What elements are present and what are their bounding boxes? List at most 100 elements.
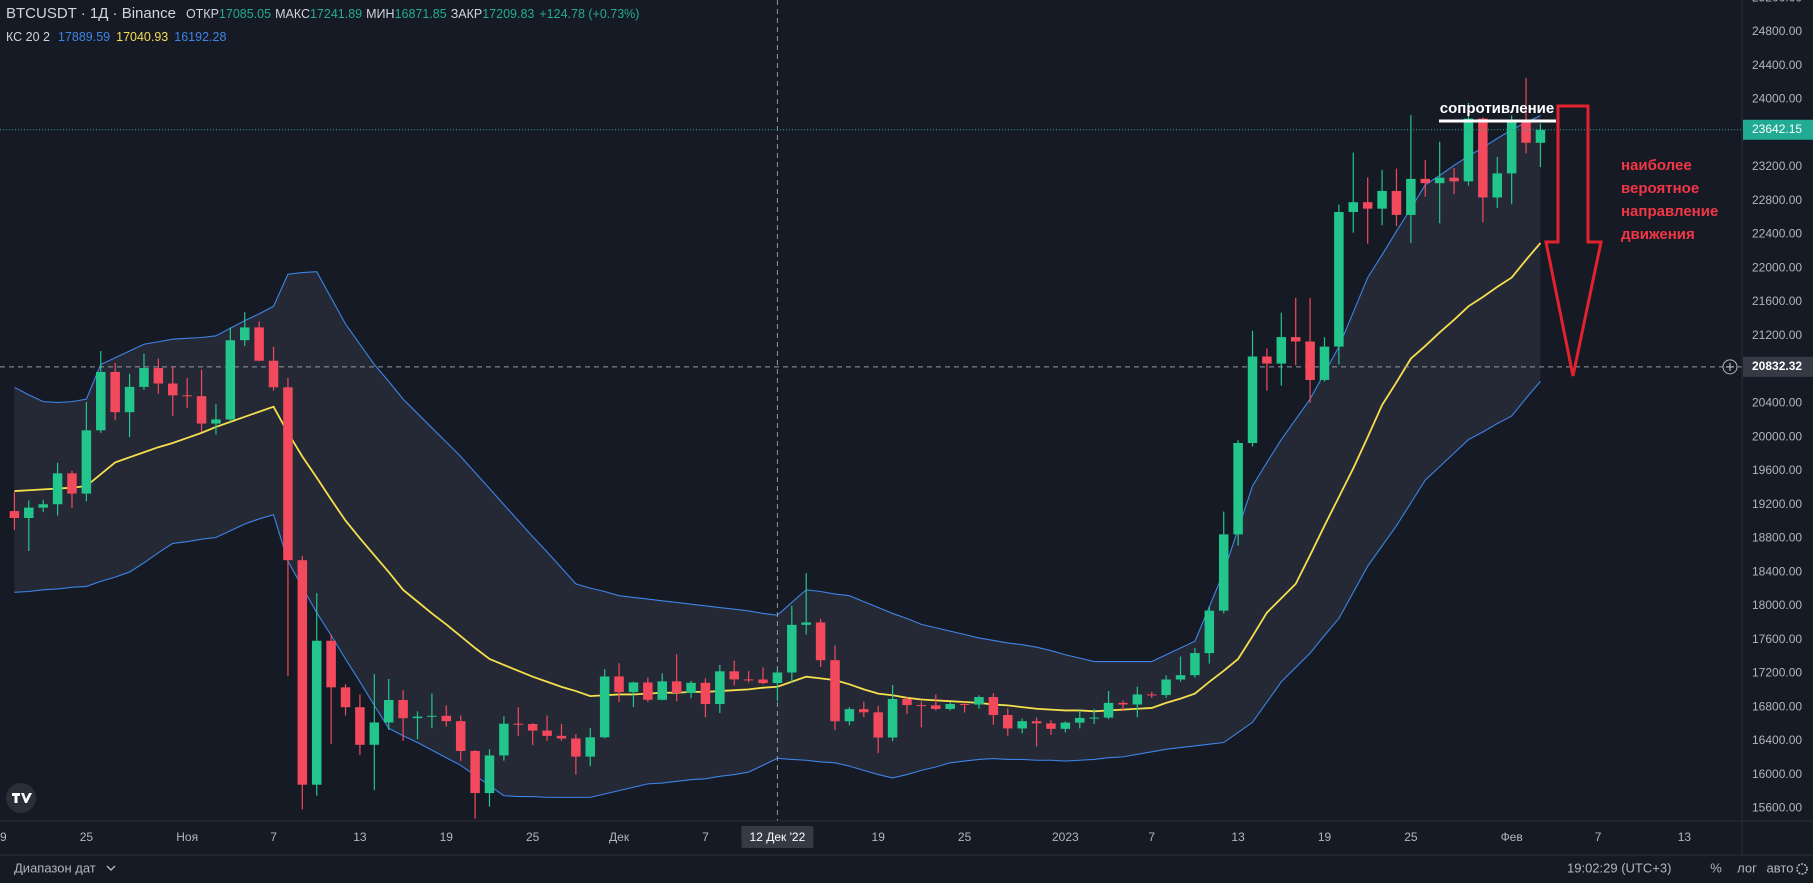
settings-button[interactable]	[1796, 863, 1808, 875]
add-alert-icon	[1726, 362, 1734, 371]
candle-body	[1492, 173, 1503, 198]
candle-body	[1247, 356, 1258, 443]
y-tick-label: 18000.00	[1752, 598, 1802, 612]
candle-body	[1204, 610, 1215, 654]
ohlc-label: ЗАКР	[450, 7, 483, 21]
direction-label: вероятное	[1621, 180, 1699, 197]
percent-button[interactable]: %	[1710, 860, 1722, 875]
candle-body	[1406, 178, 1416, 215]
candle-body	[801, 622, 811, 625]
candle-body	[830, 660, 840, 722]
candle-body	[211, 419, 221, 424]
candle-body	[873, 712, 883, 738]
candle-body	[38, 504, 48, 508]
x-tick-label: 7	[1595, 830, 1602, 844]
candle-body	[412, 716, 423, 719]
candle-body	[1146, 694, 1157, 696]
ohlc-value: 17241.89	[309, 7, 363, 21]
candle-body	[326, 640, 336, 688]
candle-body	[499, 723, 509, 756]
date-range-button[interactable]: Диапазон дат	[14, 860, 96, 875]
candle-body	[24, 507, 34, 518]
candle-body	[297, 560, 308, 785]
candle-body	[1233, 442, 1243, 535]
candle-body	[527, 724, 538, 731]
x-tick-label: 19	[1318, 830, 1332, 844]
y-tick-label: 18400.00	[1752, 564, 1802, 578]
candle-body	[614, 676, 624, 693]
candle-body	[1118, 702, 1128, 705]
candle-body	[772, 672, 783, 684]
y-tick-label: 15600.00	[1752, 801, 1802, 815]
candle-body	[1175, 675, 1186, 680]
candle-body	[902, 698, 912, 706]
candle-body	[225, 340, 236, 420]
crosshair-date-label: 12 Дек '22	[750, 830, 806, 844]
date-range-chevron[interactable]	[106, 865, 116, 871]
crosshair-price-badge	[1743, 356, 1813, 377]
candle-body	[484, 755, 495, 794]
x-tick-label: 25	[526, 830, 540, 844]
candle-body	[1031, 721, 1042, 724]
candle-body	[1334, 212, 1344, 347]
y-tick-label: 24400.00	[1752, 58, 1802, 72]
candle-body	[9, 511, 20, 518]
candle-body	[1362, 202, 1373, 209]
candle-body	[110, 371, 120, 413]
indicator-value: 17040.93	[116, 30, 169, 44]
y-tick-label: 19600.00	[1752, 463, 1802, 477]
plot-area	[0, 0, 1742, 821]
y-tick-label: 24000.00	[1752, 92, 1802, 106]
y-tick-label: 18800.00	[1752, 531, 1802, 545]
x-tick-label: 25	[80, 830, 94, 844]
candle-body	[470, 750, 480, 794]
candle-body	[311, 640, 322, 785]
candle-body	[340, 687, 351, 708]
candle-body	[1305, 341, 1315, 380]
y-tick-label: 16000.00	[1752, 767, 1802, 781]
candle-body	[81, 430, 92, 494]
auto-button[interactable]: авто	[1767, 860, 1794, 875]
log-button[interactable]: лог	[1737, 860, 1757, 875]
y-tick-label: 22800.00	[1752, 193, 1802, 207]
candle-body	[1161, 679, 1171, 696]
candle-body	[398, 700, 408, 719]
direction-arrow	[1544, 104, 1603, 377]
symbol-title: BTCUSDT · 1Д · Binance	[6, 5, 176, 22]
candle-body	[1478, 118, 1488, 198]
candle-body	[1521, 122, 1531, 143]
x-tick-label: Фев	[1501, 830, 1523, 844]
ohlc-value: 17085.05	[218, 7, 272, 21]
ohlc-value: 17209.83	[482, 7, 535, 21]
y-tick-label: 19200.00	[1752, 497, 1802, 511]
candle-body	[1276, 337, 1287, 364]
crosshair-price-label: 20832.32	[1752, 359, 1802, 373]
candle-body	[1348, 202, 1359, 213]
candle-body	[1046, 723, 1056, 729]
candle-body	[1132, 694, 1143, 705]
candle-body	[916, 705, 927, 707]
ohlc-label: МАКС	[275, 7, 310, 21]
x-tick-label: 7	[1148, 830, 1155, 844]
candle-body	[1506, 122, 1517, 174]
x-tick-label: 2023	[1052, 830, 1079, 844]
last-price-label: 23642.15	[1752, 122, 1802, 136]
x-tick-label: 13	[353, 830, 367, 844]
candle-body	[715, 671, 725, 705]
x-tick-label: 25	[1404, 830, 1418, 844]
candle-body	[455, 721, 466, 751]
candle-body	[931, 705, 941, 709]
ohlc-value: 16871.85	[394, 7, 447, 21]
candle-body	[1319, 346, 1330, 380]
y-tick-label: 17600.00	[1752, 632, 1802, 646]
last-price-badge	[1743, 119, 1813, 140]
indicator-value: 17889.59	[57, 30, 111, 44]
candle-body	[556, 735, 567, 739]
candle-body	[369, 722, 380, 745]
candle-body	[571, 738, 581, 757]
candle-body	[182, 395, 192, 397]
y-tick-label: 20400.00	[1752, 395, 1802, 409]
x-tick-label: 19	[440, 830, 454, 844]
candle-body	[628, 682, 639, 693]
candle-body	[815, 622, 826, 661]
